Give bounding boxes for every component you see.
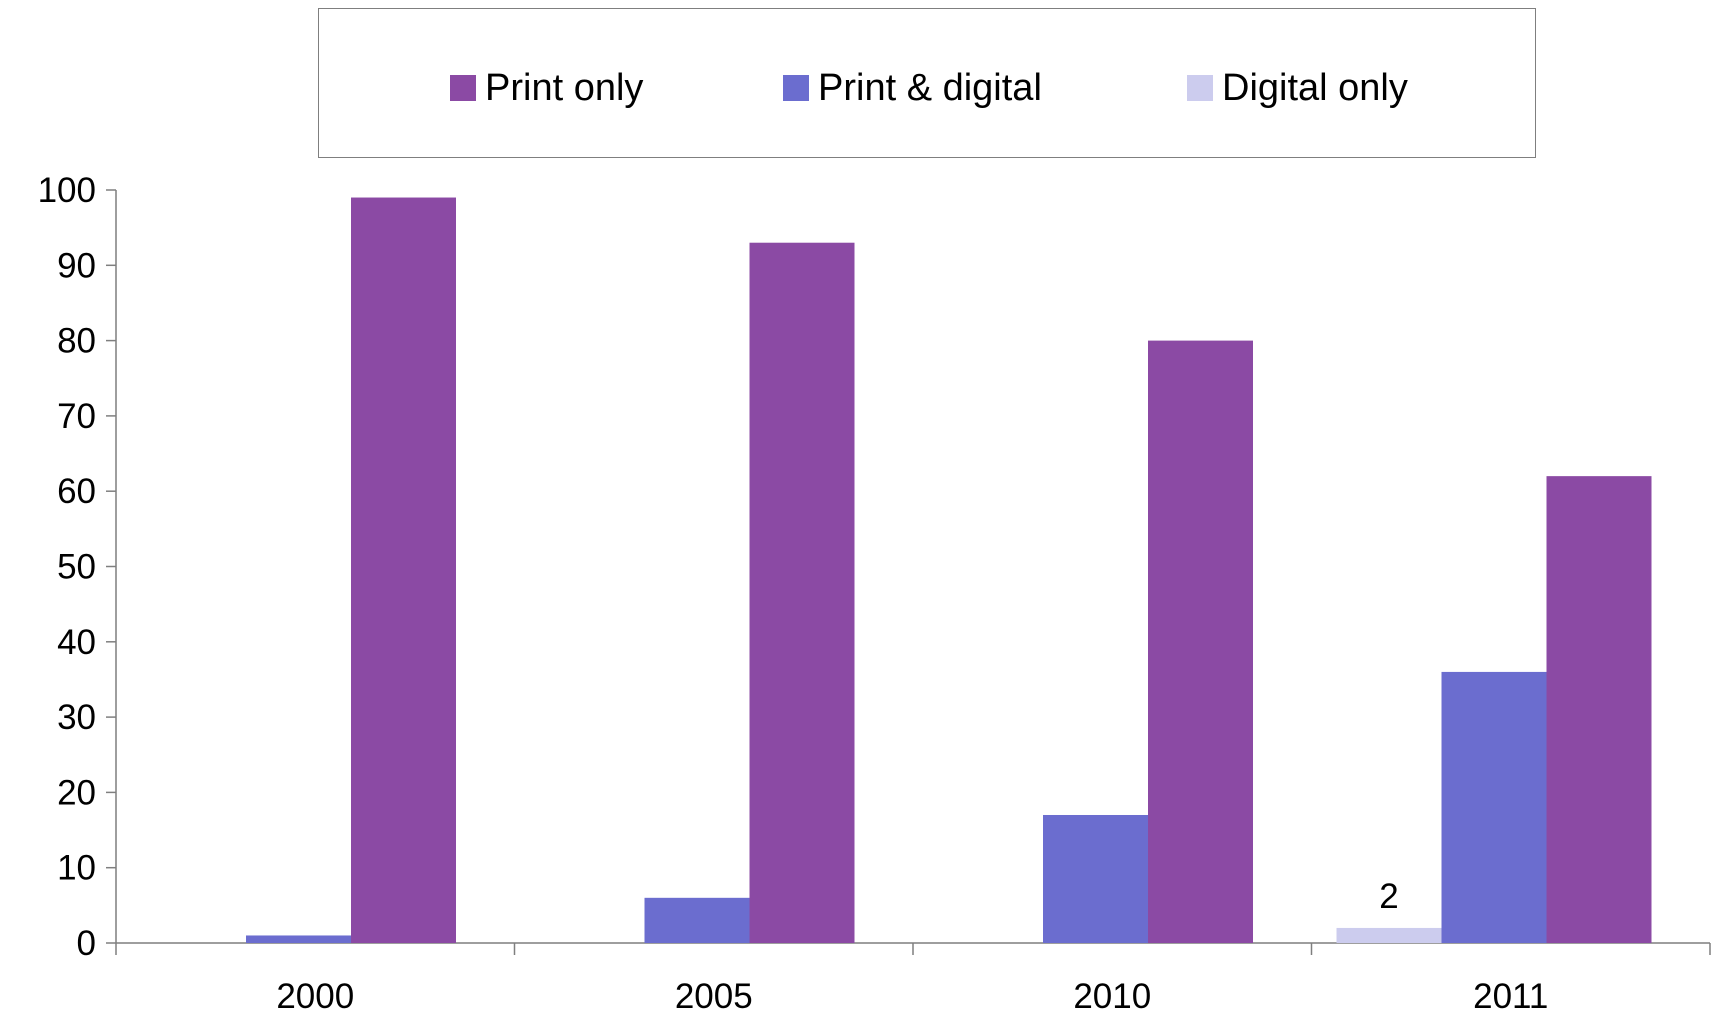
bar-print-digital-2011: [1441, 671, 1547, 943]
bar-print-only-2011: [1546, 476, 1652, 943]
bar-print-only-2010: [1148, 340, 1253, 944]
legend-item-print-only: Print only: [450, 69, 643, 107]
bar-print-digital-2010: [1043, 814, 1148, 943]
x-tick-label-2000: 2000: [276, 977, 354, 1016]
legend-label-digital-only: Digital only: [1222, 67, 1408, 109]
legend-swatch-print-digital: [783, 75, 809, 101]
y-tick-label-50: 50: [57, 548, 96, 587]
bar-print-only-2000: [351, 197, 456, 943]
y-tick-label-90: 90: [57, 246, 96, 285]
y-tick-label-70: 70: [57, 397, 96, 436]
legend-swatch-digital-only: [1187, 75, 1213, 101]
y-tick-label-20: 20: [57, 773, 96, 812]
chart-labels: 0 10 20 30 40 50 60 70 80 90 100 2000 2005 2010 2011 2: [38, 171, 1549, 1016]
bar-digital-only-2011: [1336, 927, 1442, 943]
x-tick-label-2011: 2011: [1473, 977, 1548, 1016]
y-tick-label-0: 0: [77, 924, 96, 963]
bar-print-digital-2000: [246, 935, 351, 943]
bar-print-digital-2005: [644, 897, 750, 943]
y-tick-label-60: 60: [57, 472, 96, 511]
y-tick-label-30: 30: [57, 698, 96, 737]
x-tick-label-2005: 2005: [675, 977, 753, 1016]
chart-bars: [246, 197, 1652, 944]
y-tick-label-80: 80: [57, 322, 96, 361]
bar-print-only-2005: [749, 242, 855, 943]
data-label-digital-only-2011: 2: [1379, 877, 1398, 916]
x-tick-label-2010: 2010: [1073, 977, 1151, 1016]
legend-label-print-only: Print only: [485, 67, 644, 109]
legend-item-print-digital: Print & digital: [783, 69, 1042, 107]
legend-swatch-print-only: [450, 75, 476, 101]
y-tick-label-100: 100: [38, 171, 96, 210]
y-tick-label-10: 10: [57, 849, 96, 888]
legend-item-digital-only: Digital only: [1187, 69, 1408, 107]
y-tick-label-40: 40: [57, 623, 96, 662]
chart-legend: Print only Print & digital Digital only: [318, 8, 1536, 158]
legend-label-print-digital: Print & digital: [818, 67, 1042, 109]
